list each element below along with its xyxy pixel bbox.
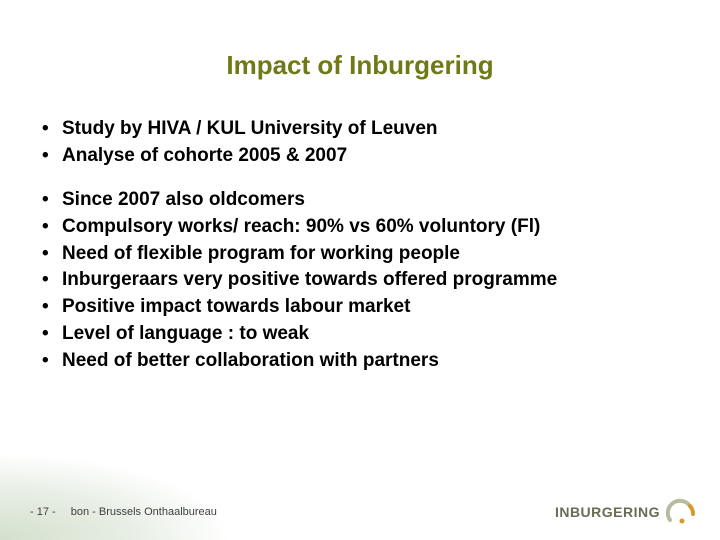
logo-icon <box>666 498 696 526</box>
page-number: - 17 - <box>30 506 56 518</box>
bullet-item: Inburgeraars very positive towards offer… <box>38 268 690 293</box>
slide: Impact of Inburgering Study by HIVA / KU… <box>0 0 720 540</box>
bullet-item: Positive impact towards labour market <box>38 295 690 320</box>
bullet-item: Need of flexible program for working peo… <box>38 242 690 267</box>
footer: - 17 - bon - Brussels Onthaalbureau <box>30 506 217 518</box>
bullet-item: Since 2007 also oldcomers <box>38 188 690 213</box>
footer-text: bon - Brussels Onthaalbureau <box>71 506 217 518</box>
background-gradient <box>0 400 360 540</box>
bullet-item: Level of language : to weak <box>38 322 690 347</box>
group-separator <box>30 170 690 188</box>
logo: INBURGERING <box>555 498 696 526</box>
bullet-group-2: Since 2007 also oldcomers Compulsory wor… <box>30 188 690 373</box>
slide-content: Impact of Inburgering Study by HIVA / KU… <box>30 50 690 373</box>
bullet-item: Need of better collaboration with partne… <box>38 349 690 374</box>
bullet-item: Compulsory works/ reach: 90% vs 60% volu… <box>38 215 690 240</box>
slide-title: Impact of Inburgering <box>30 50 690 81</box>
logo-text: INBURGERING <box>555 504 660 520</box>
bullet-item: Study by HIVA / KUL University of Leuven <box>38 117 690 142</box>
bullet-group-1: Study by HIVA / KUL University of Leuven… <box>30 117 690 168</box>
bullet-item: Analyse of cohorte 2005 & 2007 <box>38 144 690 169</box>
